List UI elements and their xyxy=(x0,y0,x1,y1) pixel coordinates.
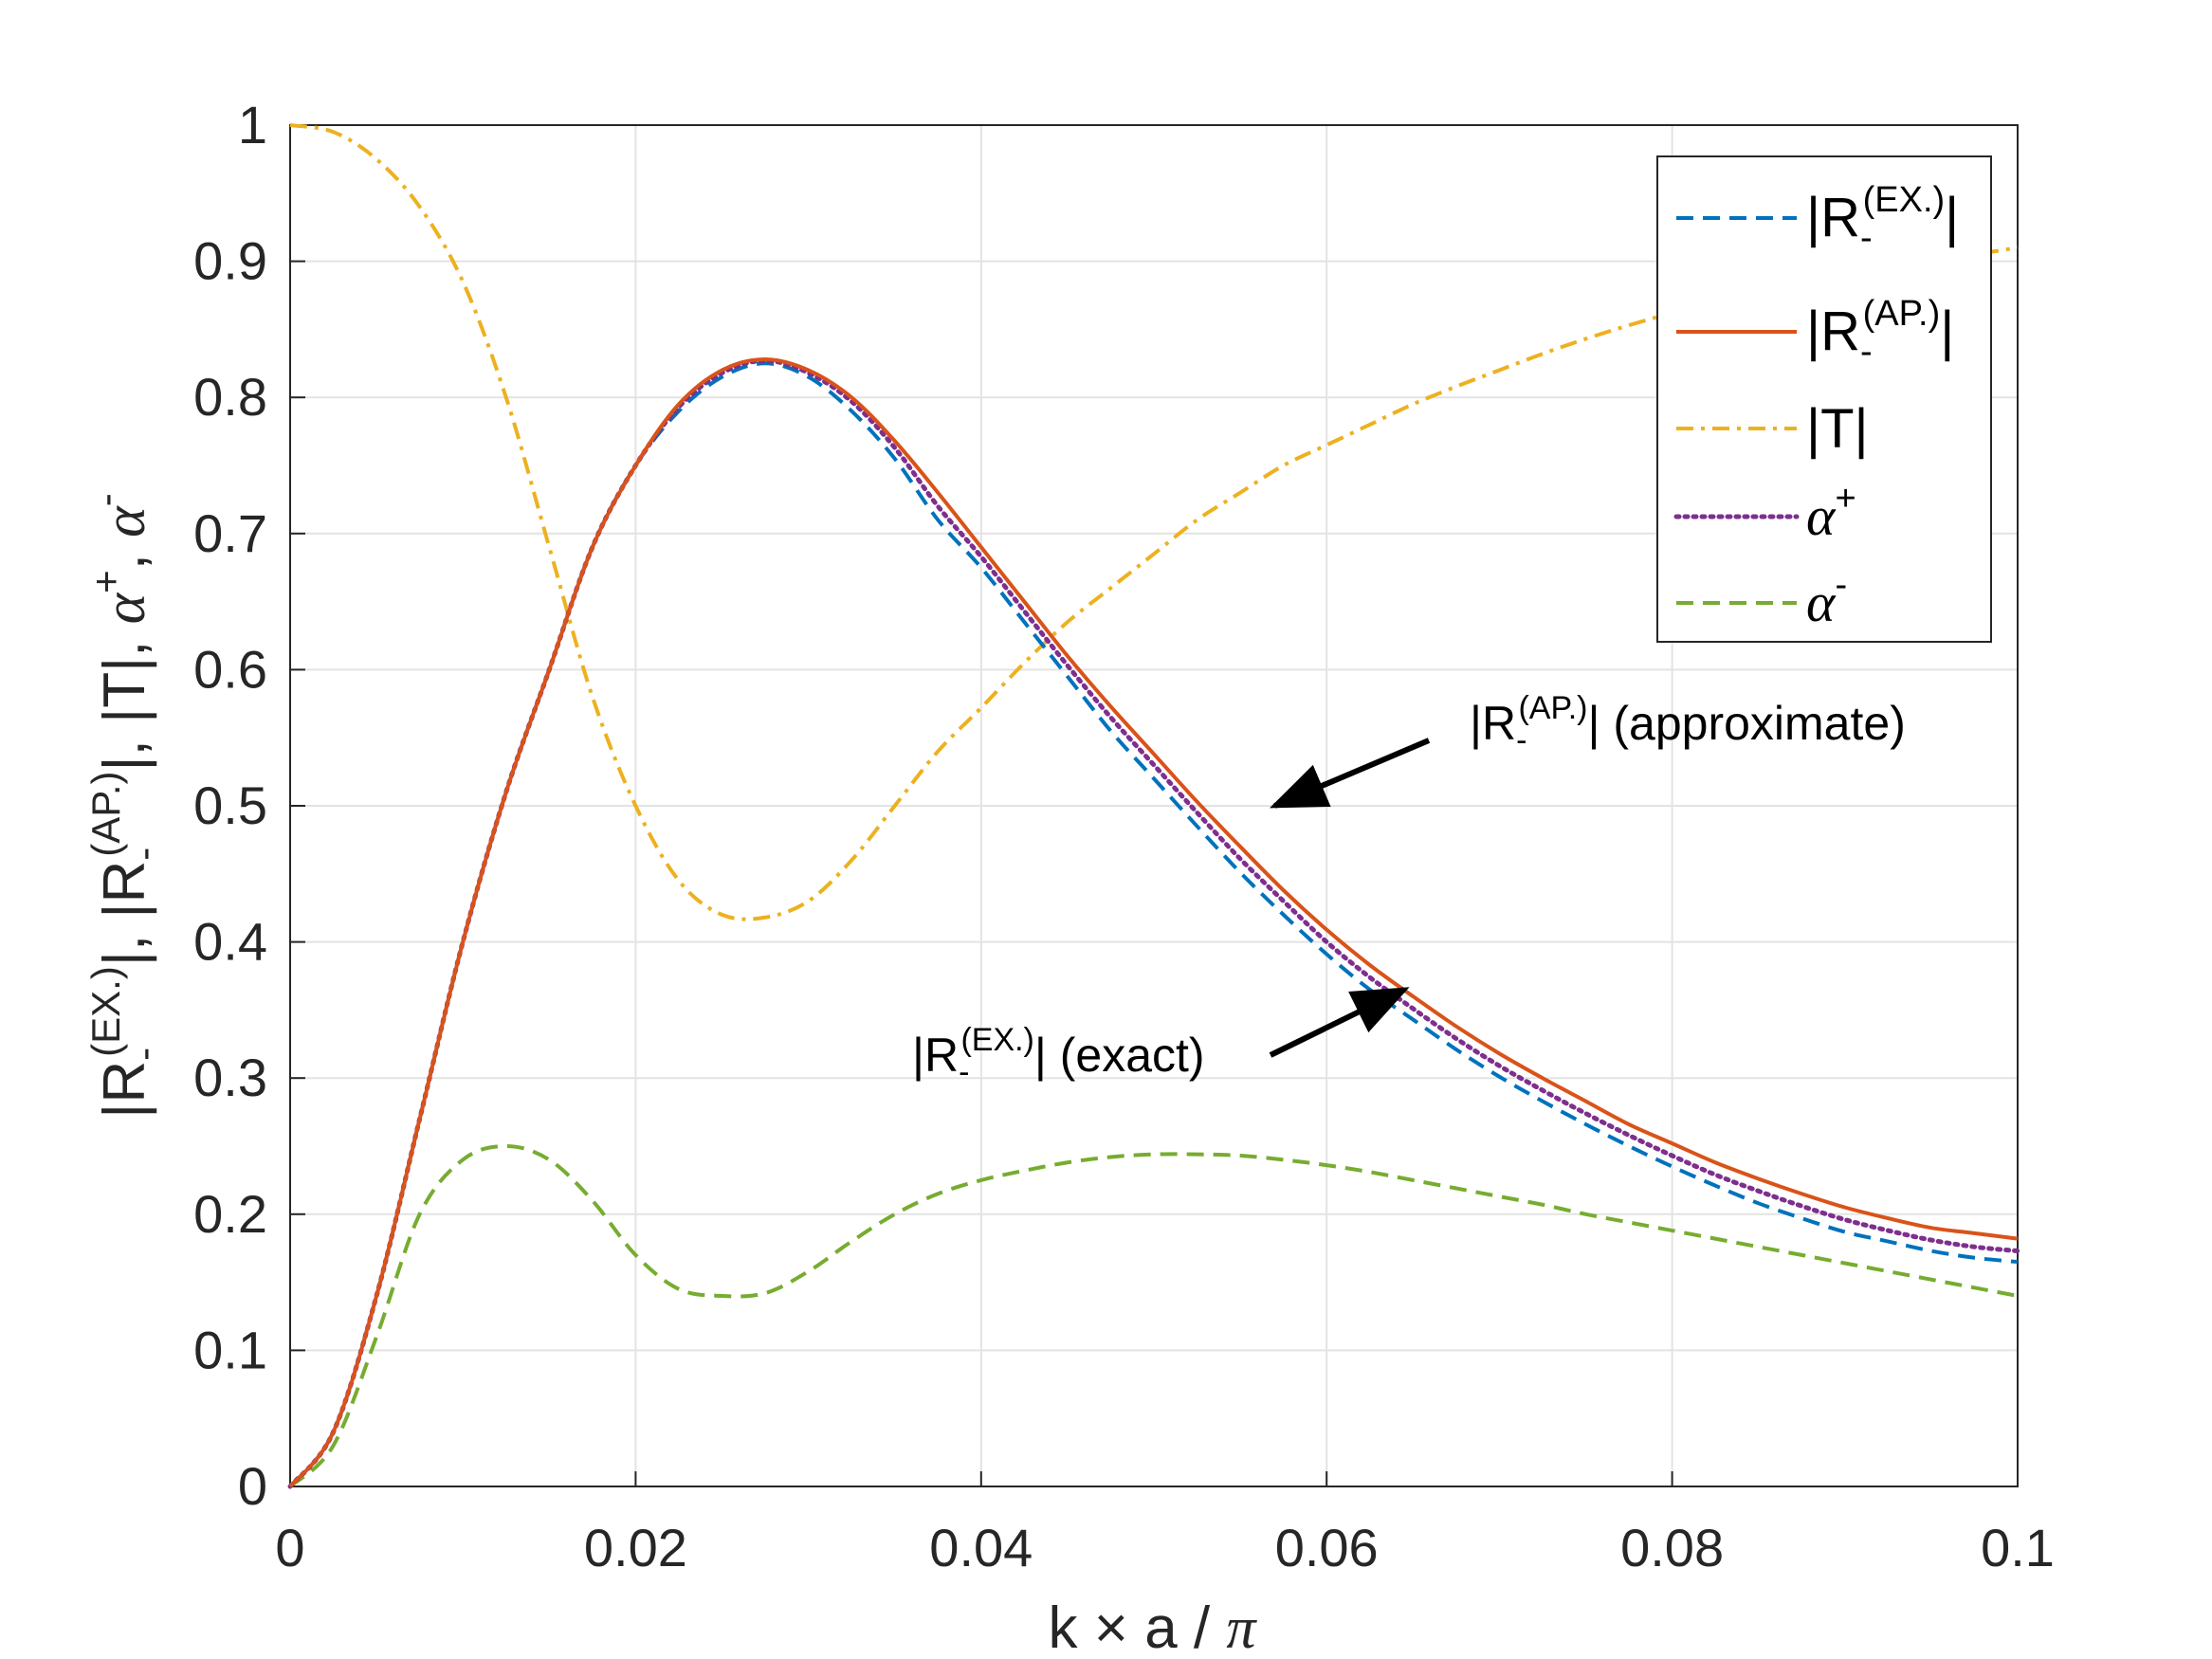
x-axis-title-pi: π xyxy=(1226,1596,1257,1659)
legend-r-approx-end: | xyxy=(1940,301,1954,362)
y-title-t: |, |T|, xyxy=(92,624,157,771)
legend-box xyxy=(1656,155,1992,643)
x-axis-title-times: × xyxy=(1094,1595,1128,1659)
x-axis-title-k: k xyxy=(1049,1595,1094,1659)
legend-r-approx-bar: |R xyxy=(1806,301,1860,362)
y-title-alpha-plus: α xyxy=(93,592,157,624)
annot-approx-sup: (AP.) xyxy=(1518,690,1587,726)
annot-approx-sub: - xyxy=(1516,722,1526,758)
legend-r-approx-sub: - xyxy=(1860,332,1873,372)
y-title-r-ex: |R xyxy=(92,1061,157,1119)
axis-ticks: 0 0.02 0.04 0.06 0.08 0.1 0 0.1 0.2 0.3 0.4 0.5 0.6 0… xyxy=(193,95,2055,1577)
y-title-r-ap-sup: (AP.) xyxy=(83,771,128,856)
x-tick-label: 0 xyxy=(275,1518,304,1577)
legend-label-r-approx: |R-(AP.)| xyxy=(1806,294,1954,372)
legend-alpha-minus-sym: α xyxy=(1806,572,1837,633)
y-title-alpha-plus-sup: + xyxy=(83,570,128,593)
y-tick-label: 0.5 xyxy=(193,775,267,835)
y-tick-label: 1 xyxy=(238,95,267,155)
x-tick-label: 0.1 xyxy=(1981,1518,2055,1577)
y-tick-label: 0.4 xyxy=(193,912,267,972)
annotations: |R-(AP.)| (approximate) |R-(EX.)| (exact… xyxy=(912,690,1906,1090)
y-title-comma: , xyxy=(92,538,157,570)
legend-label-alpha-minus: α- xyxy=(1806,565,1847,633)
annotation-arrow-exact xyxy=(1269,987,1410,1058)
legend-r-exact-sub: - xyxy=(1860,218,1873,258)
y-tick-label: 0 xyxy=(238,1456,267,1516)
x-tick-label: 0.06 xyxy=(1275,1518,1379,1577)
y-title-r-ex-sup: (EX.) xyxy=(83,966,128,1057)
annotation-approximate: |R-(AP.)| (approximate) xyxy=(1470,690,1906,758)
x-tick-label: 0.04 xyxy=(929,1518,1033,1577)
annotation-exact: |R-(EX.)| (exact) xyxy=(912,1022,1205,1090)
annotation-arrow-approximate xyxy=(1270,738,1431,809)
y-axis-title: |R-(EX.)|, |R-(AP.)|, |T|, α+, α- xyxy=(83,493,166,1118)
y-title-r-ex-sub: - xyxy=(121,1048,166,1061)
series-line-alpha-minus xyxy=(288,1143,2019,1488)
legend-r-exact-sup: (EX.) xyxy=(1863,180,1946,220)
annot-approx-end: | (approximate) xyxy=(1588,697,1906,750)
y-tick-label: 0.9 xyxy=(193,231,267,291)
legend: |R-(EX.)| |R-(AP.)| |T| α+ α- xyxy=(1656,155,1992,643)
legend-label-t: |T| xyxy=(1806,398,1869,460)
y-tick-label: 0.8 xyxy=(193,367,267,427)
y-tick-label: 0.3 xyxy=(193,1048,267,1107)
y-tick-label: 0.6 xyxy=(193,639,267,699)
annot-approx-bar: |R xyxy=(1470,697,1516,750)
y-tick-label: 0.1 xyxy=(193,1320,267,1379)
y-title-alpha-minus: α xyxy=(93,505,157,538)
x-axis-title: k × a / π xyxy=(1049,1595,1258,1659)
series-line-r-approx xyxy=(288,356,2019,1488)
annot-exact-sup: (EX.) xyxy=(960,1022,1033,1058)
annot-exact-bar: |R xyxy=(912,1029,959,1082)
legend-alpha-minus-sup: - xyxy=(1835,565,1847,605)
annot-exact-sub: - xyxy=(959,1054,969,1090)
x-tick-label: 0.08 xyxy=(1620,1518,1724,1577)
y-tick-label: 0.2 xyxy=(193,1184,267,1244)
y-title-r-ap-sub: - xyxy=(121,848,166,861)
y-title-r-ap: |, |R xyxy=(92,861,157,966)
legend-label-r-exact: |R-(EX.)| xyxy=(1806,180,1959,258)
x-axis-title-a: a / xyxy=(1128,1595,1226,1659)
legend-alpha-plus-sup: + xyxy=(1835,479,1856,519)
annot-exact-end: | (exact) xyxy=(1034,1029,1205,1082)
x-tick-label: 0.02 xyxy=(584,1518,687,1577)
legend-t-bar: |T| xyxy=(1806,398,1869,460)
y-tick-label: 0.7 xyxy=(193,503,267,563)
legend-alpha-plus-sym: α xyxy=(1806,485,1837,547)
legend-r-exact-end: | xyxy=(1945,187,1959,248)
legend-label-alpha-plus: α+ xyxy=(1806,479,1856,547)
legend-r-exact-bar: |R xyxy=(1806,187,1860,248)
legend-r-approx-sup: (AP.) xyxy=(1863,294,1941,334)
y-title-alpha-minus-sup: - xyxy=(83,493,128,506)
